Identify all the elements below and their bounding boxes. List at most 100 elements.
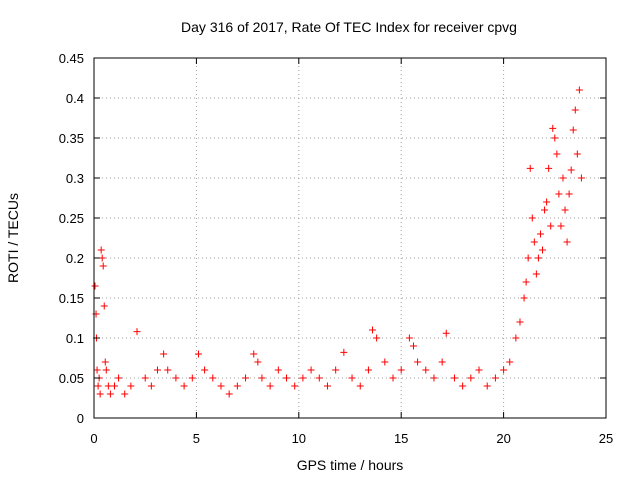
data-points <box>91 86 585 398</box>
data-point <box>104 382 112 390</box>
data-point <box>522 278 530 286</box>
data-point <box>526 164 534 172</box>
data-point <box>442 329 450 337</box>
data-point <box>141 374 149 382</box>
x-tick-label: 20 <box>496 431 510 446</box>
data-point <box>217 382 225 390</box>
data-point <box>551 134 559 142</box>
data-point <box>539 246 547 254</box>
data-point <box>565 190 573 198</box>
data-point <box>414 358 422 366</box>
data-point <box>405 334 413 342</box>
data-point <box>563 238 571 246</box>
data-point <box>102 366 110 374</box>
plot-frame <box>93 57 607 419</box>
data-point <box>307 366 315 374</box>
data-point <box>153 366 161 374</box>
x-tick-label: 5 <box>193 431 200 446</box>
y-tick-label: 0 <box>77 411 84 426</box>
data-point <box>96 390 104 398</box>
y-tick-label: 0.45 <box>59 51 84 66</box>
data-point <box>536 230 544 238</box>
data-point <box>332 366 340 374</box>
data-point <box>225 390 233 398</box>
grid-lines <box>94 58 606 418</box>
y-tick-label: 0.3 <box>66 171 84 186</box>
data-point <box>500 366 508 374</box>
data-point <box>555 190 563 198</box>
data-point <box>266 382 274 390</box>
x-axis-label: GPS time / hours <box>297 457 404 473</box>
data-point <box>559 174 567 182</box>
data-point <box>99 262 107 270</box>
y-tick-label: 0.15 <box>59 291 84 306</box>
data-point <box>188 374 196 382</box>
chart-title: Day 316 of 2017, Rate Of TEC Index for r… <box>181 19 517 35</box>
data-point <box>258 374 266 382</box>
data-point <box>577 174 585 182</box>
data-point <box>364 366 372 374</box>
data-point <box>91 282 99 290</box>
data-point <box>299 374 307 382</box>
y-tick-label: 0.2 <box>66 251 84 266</box>
data-point <box>516 318 524 326</box>
data-point <box>547 222 555 230</box>
data-point <box>254 358 262 366</box>
data-point <box>491 374 499 382</box>
data-point <box>520 294 528 302</box>
data-point <box>115 374 123 382</box>
data-point <box>381 358 389 366</box>
data-point <box>291 382 299 390</box>
data-point <box>467 374 475 382</box>
data-point <box>430 374 438 382</box>
y-tick-label: 0.05 <box>59 371 84 386</box>
y-tick-label: 0.4 <box>66 91 84 106</box>
data-point <box>397 366 405 374</box>
data-point <box>348 374 356 382</box>
data-point <box>101 358 109 366</box>
data-point <box>553 150 561 158</box>
data-point <box>506 358 514 366</box>
data-point <box>571 106 579 114</box>
data-point <box>524 254 532 262</box>
data-point <box>172 374 180 382</box>
data-point <box>110 382 118 390</box>
data-point <box>180 382 188 390</box>
data-point <box>147 382 155 390</box>
data-point <box>475 366 483 374</box>
data-point <box>283 374 291 382</box>
data-point <box>422 366 430 374</box>
data-point <box>242 374 250 382</box>
y-tick-label: 0.35 <box>59 131 84 146</box>
data-point <box>567 166 575 174</box>
data-point <box>373 334 381 342</box>
y-axis-label: ROTI / TECUs <box>5 193 21 283</box>
data-point <box>315 374 323 382</box>
data-point <box>93 366 101 374</box>
data-point <box>483 382 491 390</box>
data-point <box>549 124 557 132</box>
data-point <box>541 206 549 214</box>
data-point <box>250 350 258 358</box>
data-point <box>100 302 108 310</box>
data-point <box>209 374 217 382</box>
data-point <box>121 390 129 398</box>
data-point <box>369 326 377 334</box>
data-point <box>530 238 538 246</box>
data-point <box>450 374 458 382</box>
axis-ticks: 0 0.05 0.1 0.15 0.2 0.25 0.3 0.35 0.4 0.45 0 5 10 15 2… <box>59 51 614 446</box>
data-point <box>528 214 536 222</box>
data-point <box>389 374 397 382</box>
data-point <box>133 328 141 336</box>
data-point <box>569 126 577 134</box>
y-tick-label: 0.1 <box>66 331 84 346</box>
data-point <box>573 150 581 158</box>
data-point <box>340 348 348 356</box>
x-tick-label: 25 <box>599 431 613 446</box>
data-point <box>233 382 241 390</box>
data-point <box>534 254 542 262</box>
data-point <box>512 334 520 342</box>
data-point <box>545 164 553 172</box>
data-point <box>575 86 583 94</box>
